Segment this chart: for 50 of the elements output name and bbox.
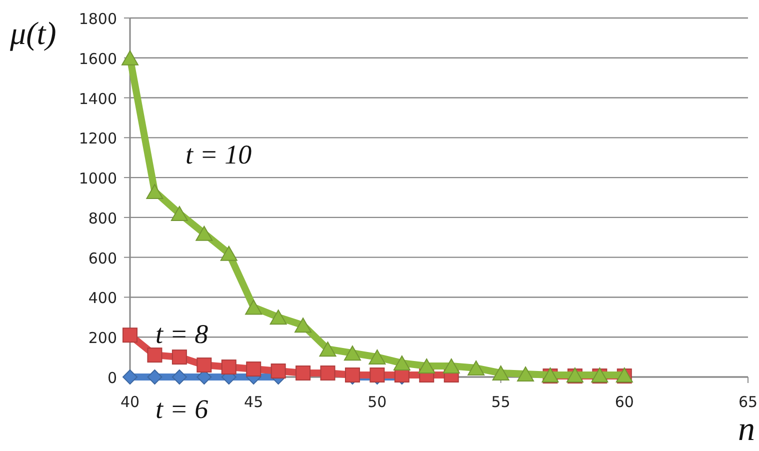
y-tick-label: 1800 — [78, 10, 117, 28]
point — [344, 346, 361, 361]
point — [147, 370, 162, 384]
y-tick-label: 600 — [88, 249, 117, 268]
y-tick-label: 1600 — [78, 50, 117, 68]
x-tick-label: 45 — [244, 393, 264, 411]
series-label: t = 10 — [185, 139, 252, 170]
x-tick-label: 55 — [491, 393, 510, 411]
x-tick-label: 50 — [368, 393, 387, 411]
point — [442, 358, 460, 374]
y-tick-label: 0 — [107, 369, 117, 387]
y-tick-label: 1000 — [78, 170, 117, 188]
y-tick-label: 1400 — [78, 90, 117, 108]
point — [468, 360, 485, 376]
point — [146, 184, 164, 200]
point — [270, 310, 287, 325]
point — [393, 356, 410, 371]
point — [122, 50, 138, 66]
point — [122, 370, 138, 384]
y-axis-title: μ(t) — [9, 15, 56, 51]
point — [517, 366, 534, 382]
point — [296, 366, 311, 381]
series-label: t = 6 — [155, 394, 209, 424]
point — [368, 350, 386, 365]
point — [246, 362, 262, 377]
point — [220, 246, 238, 261]
point — [221, 360, 236, 375]
x-tick-label: 60 — [614, 393, 634, 411]
y-tick-label: 400 — [88, 289, 117, 308]
point — [294, 318, 312, 333]
point — [270, 364, 286, 379]
x-axis-title: n — [738, 411, 755, 448]
point — [170, 206, 188, 221]
x-tick-label: 65 — [738, 393, 758, 411]
point — [196, 226, 213, 241]
point — [172, 370, 187, 384]
point — [172, 350, 187, 365]
point — [320, 366, 336, 381]
point — [492, 366, 510, 381]
point — [147, 348, 162, 363]
y-tick-label: 1200 — [78, 130, 117, 148]
x-tick-label: 40 — [120, 393, 140, 411]
point — [245, 300, 262, 315]
y-tick-label: 800 — [88, 209, 117, 228]
point — [122, 328, 138, 343]
point — [196, 358, 212, 373]
y-tick-label: 200 — [88, 329, 117, 348]
point — [319, 342, 336, 357]
series-label: t = 8 — [155, 319, 209, 350]
point — [418, 358, 436, 374]
